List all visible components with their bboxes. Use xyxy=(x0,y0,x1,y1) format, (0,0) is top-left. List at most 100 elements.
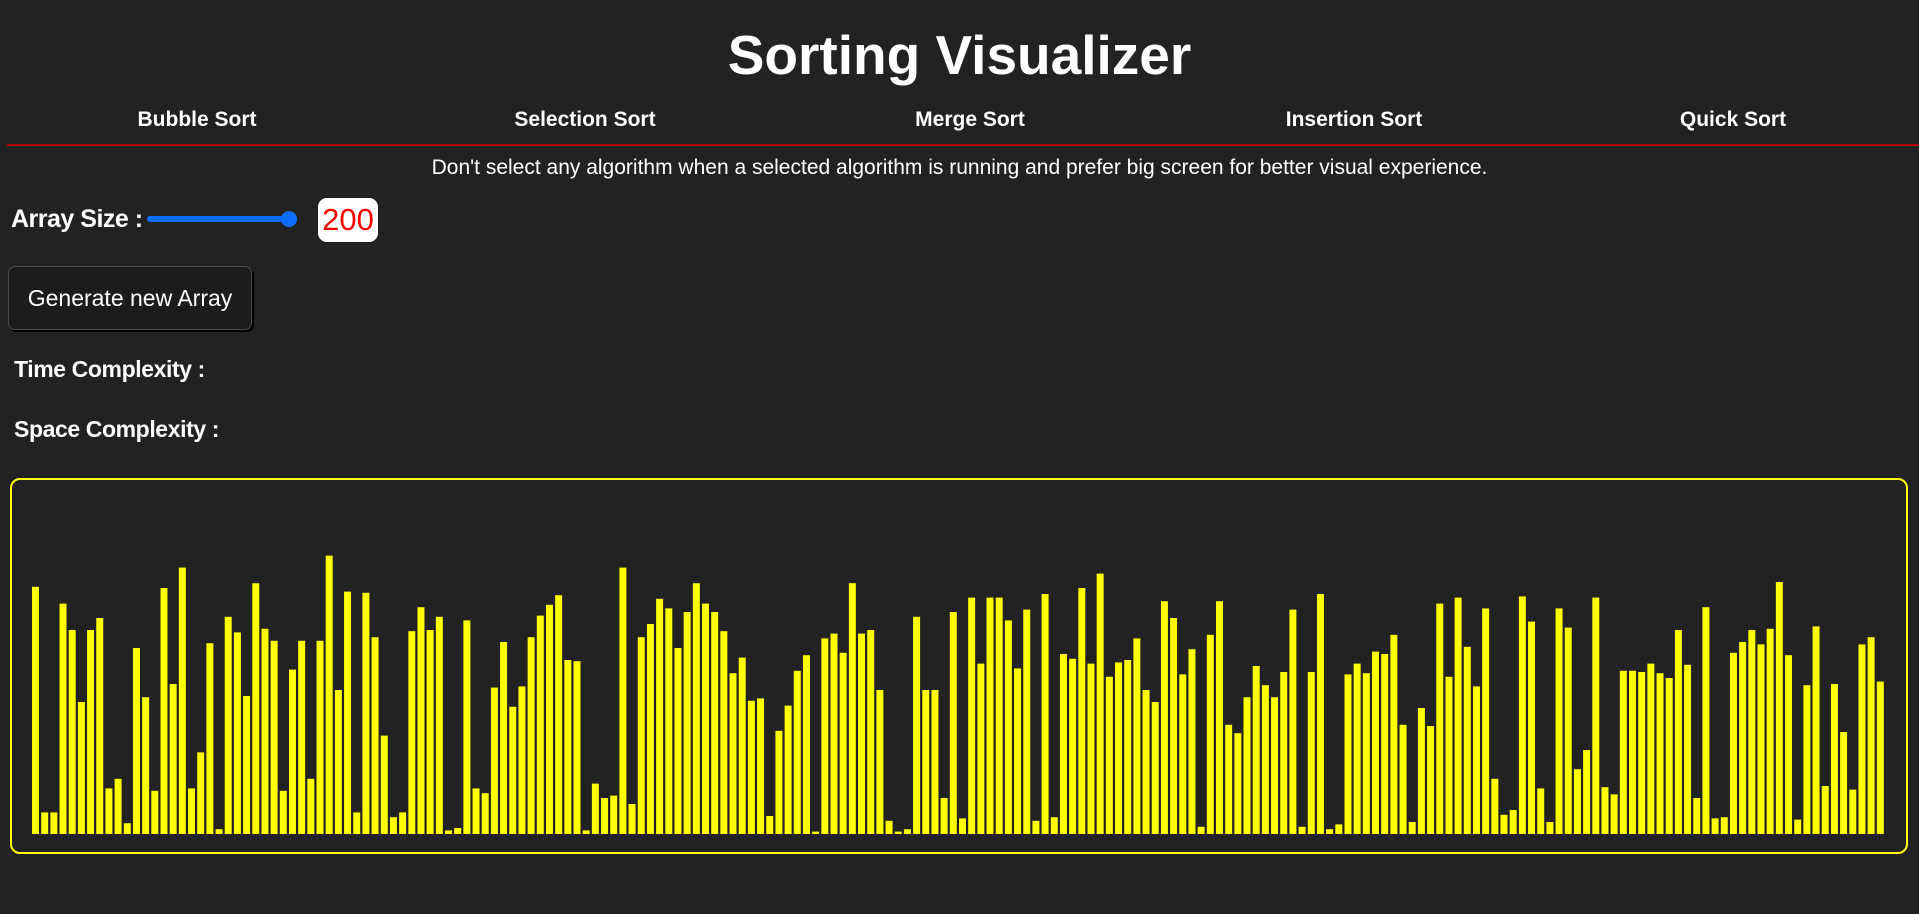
array-bar xyxy=(830,633,838,834)
array-bar xyxy=(729,673,737,834)
array-bar xyxy=(1867,637,1875,834)
array-bar xyxy=(545,604,553,834)
array-bar xyxy=(885,820,893,834)
array-bar xyxy=(1757,644,1765,834)
array-bar xyxy=(1050,817,1058,834)
array-bar xyxy=(1729,652,1737,834)
array-bar xyxy=(151,790,159,834)
array-bar xyxy=(1197,826,1205,834)
array-bar xyxy=(279,790,287,834)
array-bar xyxy=(1408,822,1416,834)
array-bar xyxy=(288,669,296,834)
array-bar xyxy=(224,616,232,834)
array-bar xyxy=(1518,596,1526,834)
array-bar xyxy=(757,698,765,834)
array-bar xyxy=(775,730,783,834)
array-bar xyxy=(619,567,627,834)
array-bar xyxy=(858,633,866,834)
array-bar xyxy=(1390,634,1398,834)
array-bar xyxy=(1858,644,1866,834)
array-bar xyxy=(1500,814,1508,834)
array-bar xyxy=(1261,685,1269,834)
array-bar xyxy=(555,595,563,834)
nav-merge-sort[interactable]: Merge Sort xyxy=(915,108,1025,131)
array-bar xyxy=(922,690,930,834)
array-bar xyxy=(114,778,122,834)
time-complexity: Time Complexity : xyxy=(14,356,205,383)
array-bar xyxy=(940,798,948,834)
array-bar xyxy=(1335,824,1343,834)
array-bar xyxy=(1665,678,1673,834)
array-bar xyxy=(1105,676,1113,834)
array-bar xyxy=(1739,642,1747,834)
array-bar xyxy=(1362,673,1370,834)
array-bar xyxy=(1142,690,1150,834)
array-bar xyxy=(1785,655,1793,834)
nav-selection-sort[interactable]: Selection Sort xyxy=(514,108,656,131)
array-bar xyxy=(1096,573,1104,834)
generate-new-array-button[interactable]: Generate new Array xyxy=(8,266,252,330)
array-bar xyxy=(481,793,489,834)
array-bar xyxy=(903,829,911,834)
nav-bubble-sort[interactable]: Bubble Sort xyxy=(137,108,257,131)
array-bar xyxy=(123,823,131,834)
array-bar xyxy=(1583,750,1591,834)
array-bar xyxy=(802,655,810,834)
array-bar xyxy=(1537,788,1545,834)
array-bar xyxy=(674,648,682,834)
array-bar xyxy=(509,706,517,834)
array-bar xyxy=(1023,609,1031,834)
array-bar xyxy=(1610,794,1618,834)
array-bar xyxy=(50,812,58,834)
array-bar xyxy=(1179,674,1187,834)
array-bar xyxy=(243,696,251,834)
array-bar xyxy=(41,812,49,834)
array-bar xyxy=(1794,819,1802,834)
array-bar xyxy=(96,618,104,834)
array-bar xyxy=(1546,822,1554,834)
array-bar xyxy=(463,620,471,834)
array-bar xyxy=(1206,634,1214,834)
array-bar xyxy=(500,642,508,834)
array-bar xyxy=(1693,798,1701,834)
nav-insertion-sort[interactable]: Insertion Sort xyxy=(1285,108,1423,131)
array-bar xyxy=(1280,672,1288,834)
array-bar xyxy=(1344,674,1352,834)
array-bar xyxy=(490,687,498,834)
array-bar xyxy=(1454,597,1462,834)
array-bar xyxy=(1316,594,1324,834)
array-bar xyxy=(1399,724,1407,834)
array-bar xyxy=(408,631,416,834)
array-bar xyxy=(298,640,306,834)
array-bar xyxy=(968,597,976,834)
array-bar xyxy=(270,640,278,834)
array-bar xyxy=(1188,649,1196,834)
array-bar xyxy=(793,670,801,834)
array-bar xyxy=(1803,685,1811,834)
array-bar xyxy=(1115,662,1123,834)
array-bar xyxy=(389,817,397,834)
array-size-slider[interactable] xyxy=(145,210,301,228)
array-bar xyxy=(1307,672,1315,834)
nav-quick-sort[interactable]: Quick Sort xyxy=(1679,108,1787,131)
array-bar xyxy=(399,812,407,834)
array-bar xyxy=(197,752,205,834)
array-bar xyxy=(766,816,774,834)
array-bar xyxy=(445,830,452,834)
array-bar xyxy=(362,592,370,834)
array-bar xyxy=(894,831,902,834)
slider-thumb[interactable] xyxy=(281,211,297,227)
array-bar xyxy=(1463,646,1471,834)
array-bar xyxy=(959,818,966,834)
array-bar xyxy=(1491,778,1499,834)
array-bar xyxy=(646,624,654,834)
array-bar xyxy=(1592,597,1600,834)
array-bar xyxy=(1087,663,1095,834)
array-bar xyxy=(1564,627,1572,834)
array-bar xyxy=(591,783,599,834)
array-bar xyxy=(32,586,39,834)
array-bar xyxy=(59,603,67,834)
slider-track xyxy=(147,216,297,222)
array-bar xyxy=(316,640,324,834)
